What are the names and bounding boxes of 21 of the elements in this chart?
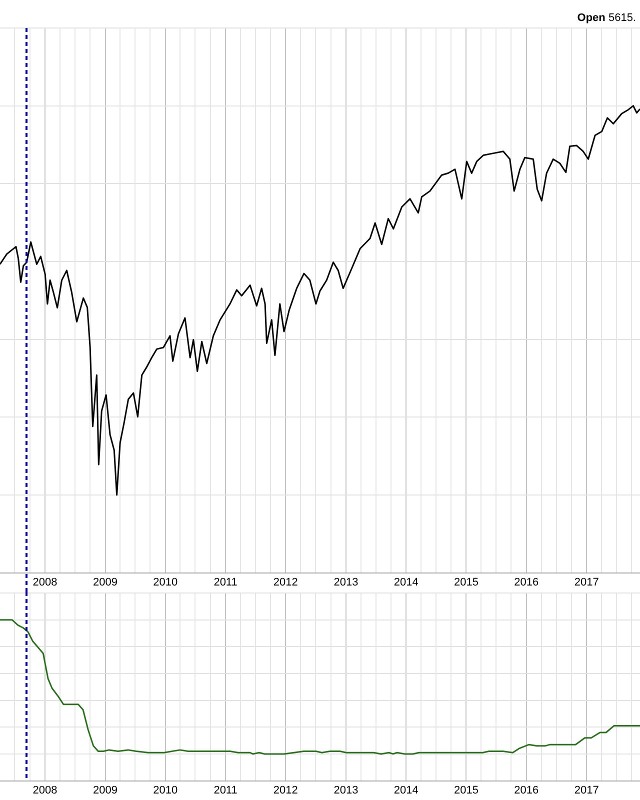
text: Open 5615. bbox=[577, 12, 636, 24]
x-tick-label: 2014 bbox=[394, 576, 418, 588]
x-tick-label: 2016 bbox=[514, 784, 539, 796]
x-tick-label: 2010 bbox=[153, 784, 178, 796]
x-tick-label: 2013 bbox=[334, 784, 358, 796]
x-tick-label: 2009 bbox=[93, 576, 118, 588]
x-tick-label: 2010 bbox=[153, 576, 178, 588]
x-tick-label: 2008 bbox=[32, 784, 58, 796]
x-tick-label: 2013 bbox=[334, 576, 358, 588]
x-tick-label: 2016 bbox=[514, 576, 539, 588]
x-tick-label: 2014 bbox=[394, 784, 418, 796]
x-tick-label: 2015 bbox=[454, 576, 478, 588]
x-tick-label: 2011 bbox=[214, 784, 238, 796]
x-tick-label: 2015 bbox=[454, 784, 478, 796]
x-tick-label: 2009 bbox=[93, 784, 118, 796]
x-tick-label: 2011 bbox=[214, 576, 238, 588]
x-tick-label: 2012 bbox=[273, 784, 298, 796]
x-tick-label: 2008 bbox=[32, 576, 58, 588]
x-tick-label: 2017 bbox=[574, 784, 599, 796]
x-tick-label: 2012 bbox=[273, 576, 298, 588]
x-tick-label: 2017 bbox=[574, 576, 599, 588]
